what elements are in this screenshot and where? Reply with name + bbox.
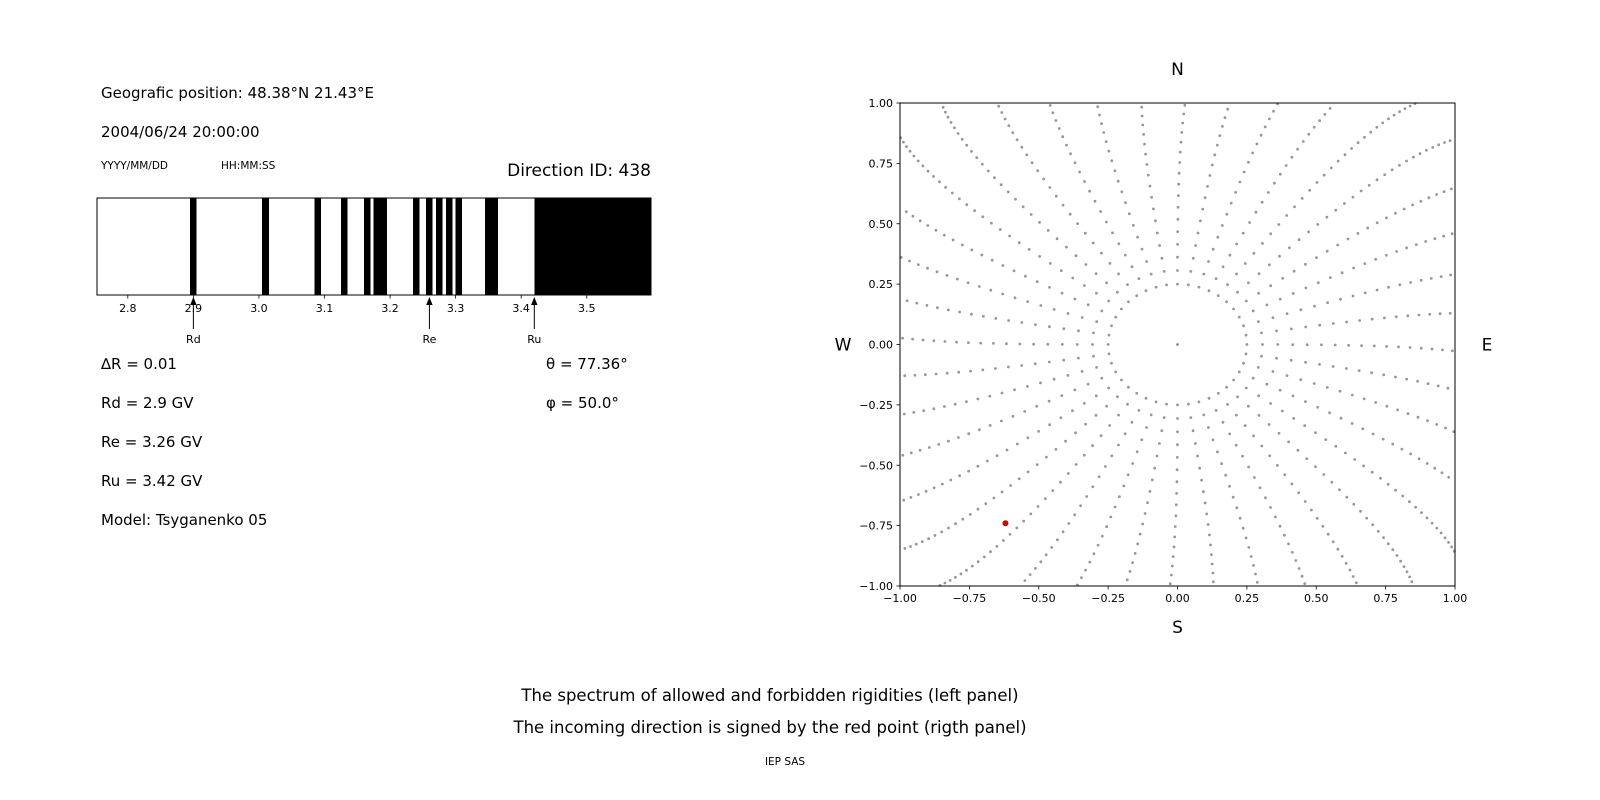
svg-text:−0.75: −0.75 — [953, 592, 987, 605]
svg-text:1.00: 1.00 — [1443, 592, 1468, 605]
caption-line-1: The spectrum of allowed and forbidden ri… — [521, 686, 1019, 705]
svg-text:0.50: 0.50 — [1304, 592, 1329, 605]
svg-text:−0.25: −0.25 — [859, 399, 893, 412]
svg-text:−0.50: −0.50 — [859, 459, 893, 472]
model-label: Model: Tsyganenko 05 — [101, 511, 268, 529]
svg-text:−0.75: −0.75 — [859, 520, 893, 533]
cutoff-arrow-icon — [531, 297, 538, 305]
compass-label-north: N — [1171, 60, 1184, 80]
svg-text:0.00: 0.00 — [869, 339, 894, 352]
incoming-direction-red-point — [1002, 520, 1009, 527]
svg-text:0.75: 0.75 — [1373, 592, 1398, 605]
svg-text:3.0: 3.0 — [250, 302, 268, 315]
svg-text:Re: Re — [422, 333, 436, 346]
rd-value: Rd = 2.9 GV — [101, 394, 194, 412]
cutoff-marker-rd: Rd — [186, 297, 201, 346]
phi-value: φ = 50.0° — [546, 394, 619, 412]
cutoff-marker-re: Re — [422, 297, 437, 346]
svg-text:−1.00: −1.00 — [883, 592, 917, 605]
svg-text:Ru: Ru — [527, 333, 541, 346]
svg-text:0.75: 0.75 — [869, 157, 894, 170]
svg-text:0.25: 0.25 — [869, 278, 894, 291]
cutoff-marker-ru: Ru — [527, 297, 541, 346]
compass-label-west: W — [835, 336, 852, 356]
cutoff-arrow-icon — [190, 297, 197, 305]
direction-map-y-ticks: −1.00 −0.75 −0.50 −0.25 0.00 0.25 0.50 0.75 1.00 — [859, 97, 900, 593]
theta-value: θ = 77.36° — [546, 355, 628, 373]
svg-text:0.50: 0.50 — [869, 218, 894, 231]
svg-text:3.3: 3.3 — [447, 302, 465, 315]
direction-map-chart: −1.00 −0.75 −0.50 −0.25 0.00 0.25 0.50 0.75 1.00… — [835, 60, 1493, 638]
datetime: 2004/06/24 20:00:00 — [101, 123, 260, 141]
svg-text:0.25: 0.25 — [1235, 592, 1260, 605]
svg-text:3.1: 3.1 — [316, 302, 334, 315]
time-format-hint: HH:MM:SS — [221, 160, 276, 172]
svg-text:Rd: Rd — [186, 333, 201, 346]
delta-r-value: ∆R = 0.01 — [101, 355, 177, 373]
svg-text:2.8: 2.8 — [119, 302, 137, 315]
direction-id-title: Direction ID: 438 — [507, 161, 651, 181]
compass-label-south: S — [1172, 618, 1183, 638]
credit-label: IEP SAS — [764, 756, 806, 768]
center-dot — [1176, 343, 1179, 346]
ru-value: Ru = 3.42 GV — [101, 472, 203, 490]
svg-text:1.00: 1.00 — [869, 97, 894, 110]
svg-text:−1.00: −1.00 — [859, 580, 893, 593]
re-value: Re = 3.26 GV — [101, 433, 203, 451]
svg-text:−0.25: −0.25 — [1091, 592, 1125, 605]
svg-text:0.00: 0.00 — [1165, 592, 1190, 605]
geographic-position: Geografic position: 48.38°N 21.43°E — [101, 84, 374, 102]
date-format-hint: YYYY/MM/DD — [101, 160, 169, 172]
caption-line-2: The incoming direction is signed by the … — [513, 718, 1027, 737]
cutoff-arrow-icon — [426, 297, 433, 305]
spectrum-axes-box — [96, 197, 652, 296]
svg-text:−0.50: −0.50 — [1022, 592, 1056, 605]
svg-text:3.5: 3.5 — [578, 302, 596, 315]
compass-label-east: E — [1482, 336, 1493, 356]
direction-map-x-ticks: −1.00 −0.75 −0.50 −0.25 0.00 0.25 0.50 0.75 1.00 — [883, 586, 1467, 605]
svg-text:3.2: 3.2 — [381, 302, 399, 315]
rigidity-spectrum-chart: 2.8 2.9 3.0 3.1 3.2 3.3 3.4 3.5Rd Re Ru — [96, 197, 652, 346]
allowed-rigidity-bars — [190, 198, 499, 295]
solid-allowed-band — [534, 198, 651, 295]
asymptotic-direction-dots — [899, 102, 1456, 587]
svg-text:3.4: 3.4 — [512, 302, 530, 315]
